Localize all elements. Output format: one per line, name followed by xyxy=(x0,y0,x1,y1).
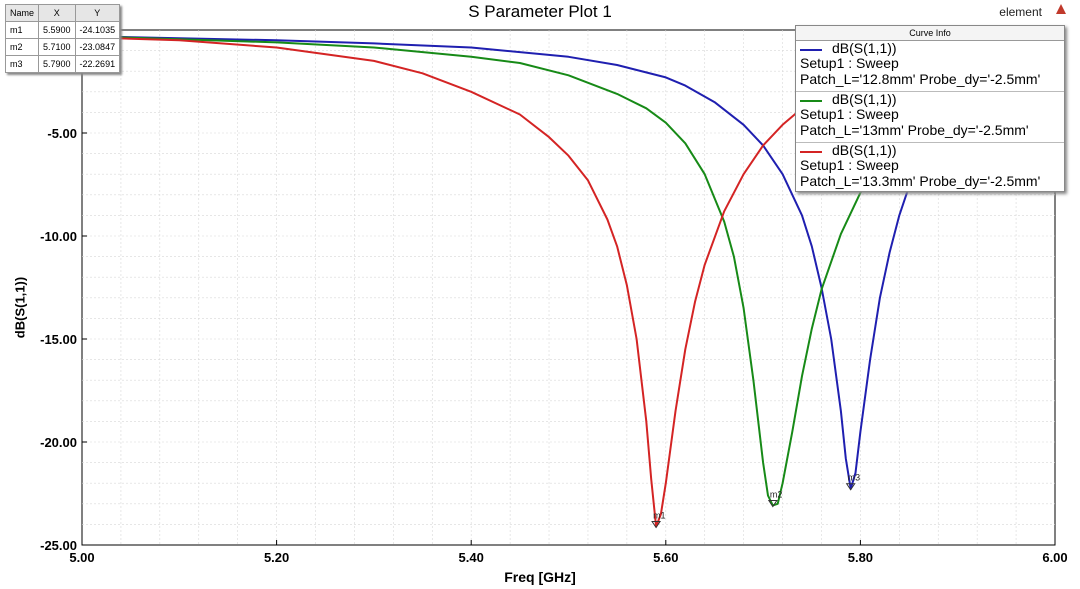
curves xyxy=(81,35,940,528)
marker-col-name: Name xyxy=(4,4,40,22)
table-row[interactable]: m3 5.7900 -22.2691 xyxy=(4,55,121,73)
marker-col-x: X xyxy=(38,4,76,22)
legend-item-name: dB(S(1,1)) xyxy=(832,40,897,56)
y-tick-label: -20.00 xyxy=(40,435,77,450)
series-line-2 xyxy=(81,35,920,507)
y-axis-label: dB(S(1,1)) xyxy=(12,276,28,339)
legend-item-blue[interactable]: dB(S(1,1)) Setup1 : Sweep Patch_L='12.8m… xyxy=(796,41,1064,92)
legend-item-setup: Setup1 : Sweep xyxy=(800,157,899,173)
marker-name: m1 xyxy=(4,21,40,39)
marker-y: -24.1035 xyxy=(74,21,121,39)
legend-item-green[interactable]: dB(S(1,1)) Setup1 : Sweep Patch_L='13mm'… xyxy=(796,92,1064,143)
x-axis-ticks: 5.00 5.20 5.40 5.60 5.80 6.00 xyxy=(69,540,1068,565)
y-tick-label: -25.00 xyxy=(40,538,77,553)
x-axis-label: Freq [GHz] xyxy=(504,569,576,585)
legend-item-setup: Setup1 : Sweep xyxy=(800,106,899,122)
legend-item-vars: Patch_L='13.3mm' Probe_dy='-2.5mm' xyxy=(800,173,1041,189)
marker-triangle-icon[interactable] xyxy=(767,500,778,508)
legend-item-red[interactable]: dB(S(1,1)) Setup1 : Sweep Patch_L='13.3m… xyxy=(796,143,1064,193)
brand-logo-icon xyxy=(1056,4,1066,14)
chart-title: S Parameter Plot 1 xyxy=(468,2,612,21)
curve-info-header: Curve Info xyxy=(796,26,1064,41)
legend-swatch xyxy=(800,151,822,153)
x-tick-label: 5.80 xyxy=(848,550,873,565)
marker-triangle-icon[interactable] xyxy=(651,521,662,529)
legend-item-vars: Patch_L='12.8mm' Probe_dy='-2.5mm' xyxy=(800,71,1041,87)
marker-y: -22.2691 xyxy=(74,55,121,73)
x-tick-label: 5.00 xyxy=(69,550,94,565)
marker-x: 5.7100 xyxy=(38,38,76,56)
marker-name: m3 xyxy=(4,55,40,73)
legend-swatch xyxy=(800,100,822,102)
x-tick-label: 5.40 xyxy=(459,550,484,565)
x-tick-label: 6.00 xyxy=(1042,550,1067,565)
table-row[interactable]: m1 5.5900 -24.1035 xyxy=(4,21,121,39)
legend-item-name: dB(S(1,1)) xyxy=(832,142,897,158)
legend-item-setup: Setup1 : Sweep xyxy=(800,55,899,71)
marker-col-y: Y xyxy=(74,4,121,22)
y-axis-ticks: -5.00 -10.00 -15.00 -20.00 -25.00 xyxy=(40,126,87,553)
legend-swatch xyxy=(800,49,822,51)
x-tick-label: 5.20 xyxy=(264,550,289,565)
y-tick-label: -15.00 xyxy=(40,332,77,347)
marker-name: m2 xyxy=(4,38,40,56)
marker-x: 5.7900 xyxy=(38,55,76,73)
marker-x: 5.5900 xyxy=(38,21,76,39)
series-line-1 xyxy=(81,35,940,490)
y-tick-label: -10.00 xyxy=(40,229,77,244)
marker-label: m3 xyxy=(848,473,861,483)
curve-info-legend[interactable]: Curve Info dB(S(1,1)) Setup1 : Sweep Pat… xyxy=(795,25,1065,192)
marker-triangle-icon[interactable] xyxy=(845,483,856,491)
legend-item-name: dB(S(1,1)) xyxy=(832,91,897,107)
marker-table-header: Name X Y xyxy=(4,4,121,22)
marker-label: m2 xyxy=(770,490,783,500)
markers: m1 m2 m3 xyxy=(651,473,861,529)
series-line-3 xyxy=(81,36,842,528)
legend-item-vars: Patch_L='13mm' Probe_dy='-2.5mm' xyxy=(800,122,1029,138)
brand-label: element xyxy=(999,5,1042,19)
table-row[interactable]: m2 5.7100 -23.0847 xyxy=(4,38,121,56)
y-tick-label: -5.00 xyxy=(47,126,77,141)
marker-y: -23.0847 xyxy=(74,38,121,56)
marker-table[interactable]: Name X Y m1 5.5900 -24.1035 m2 5.7100 -2… xyxy=(4,4,121,73)
x-tick-label: 5.60 xyxy=(653,550,678,565)
marker-label: m1 xyxy=(653,511,666,521)
